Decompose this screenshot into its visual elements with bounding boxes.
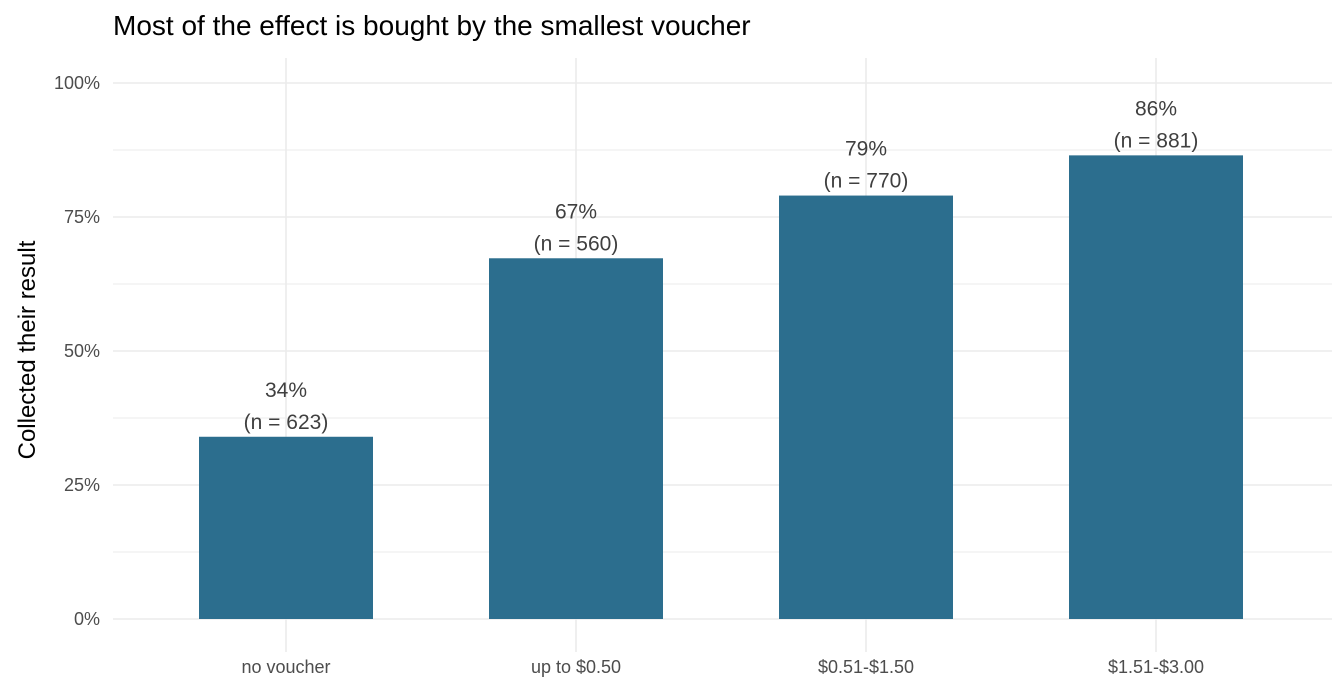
bar — [199, 436, 373, 619]
bar-percent-label: 86% — [1135, 97, 1177, 120]
x-tick-label: $1.51-$3.00 — [1108, 657, 1204, 677]
y-tick-label: 75% — [64, 207, 100, 227]
bar-n-label: (n = 881) — [1114, 129, 1199, 152]
y-tick-label: 25% — [64, 475, 100, 495]
y-tick-label: 100% — [54, 73, 100, 93]
bar — [489, 258, 663, 619]
chart-title: Most of the effect is bought by the smal… — [113, 10, 751, 41]
bar-percent-label: 79% — [845, 138, 887, 161]
y-tick-label: 50% — [64, 341, 100, 361]
bar-n-label: (n = 770) — [824, 170, 909, 193]
x-tick-label: no voucher — [241, 657, 330, 677]
y-tick-label: 0% — [74, 609, 100, 629]
x-tick-label: up to $0.50 — [531, 657, 621, 677]
bar — [1069, 155, 1243, 620]
bar-n-label: (n = 623) — [244, 411, 329, 434]
bar — [779, 195, 953, 619]
bar-percent-label: 67% — [555, 200, 597, 223]
x-tick-label: $0.51-$1.50 — [818, 657, 914, 677]
bar-n-label: (n = 560) — [534, 232, 619, 255]
bar-percent-label: 34% — [265, 379, 307, 402]
